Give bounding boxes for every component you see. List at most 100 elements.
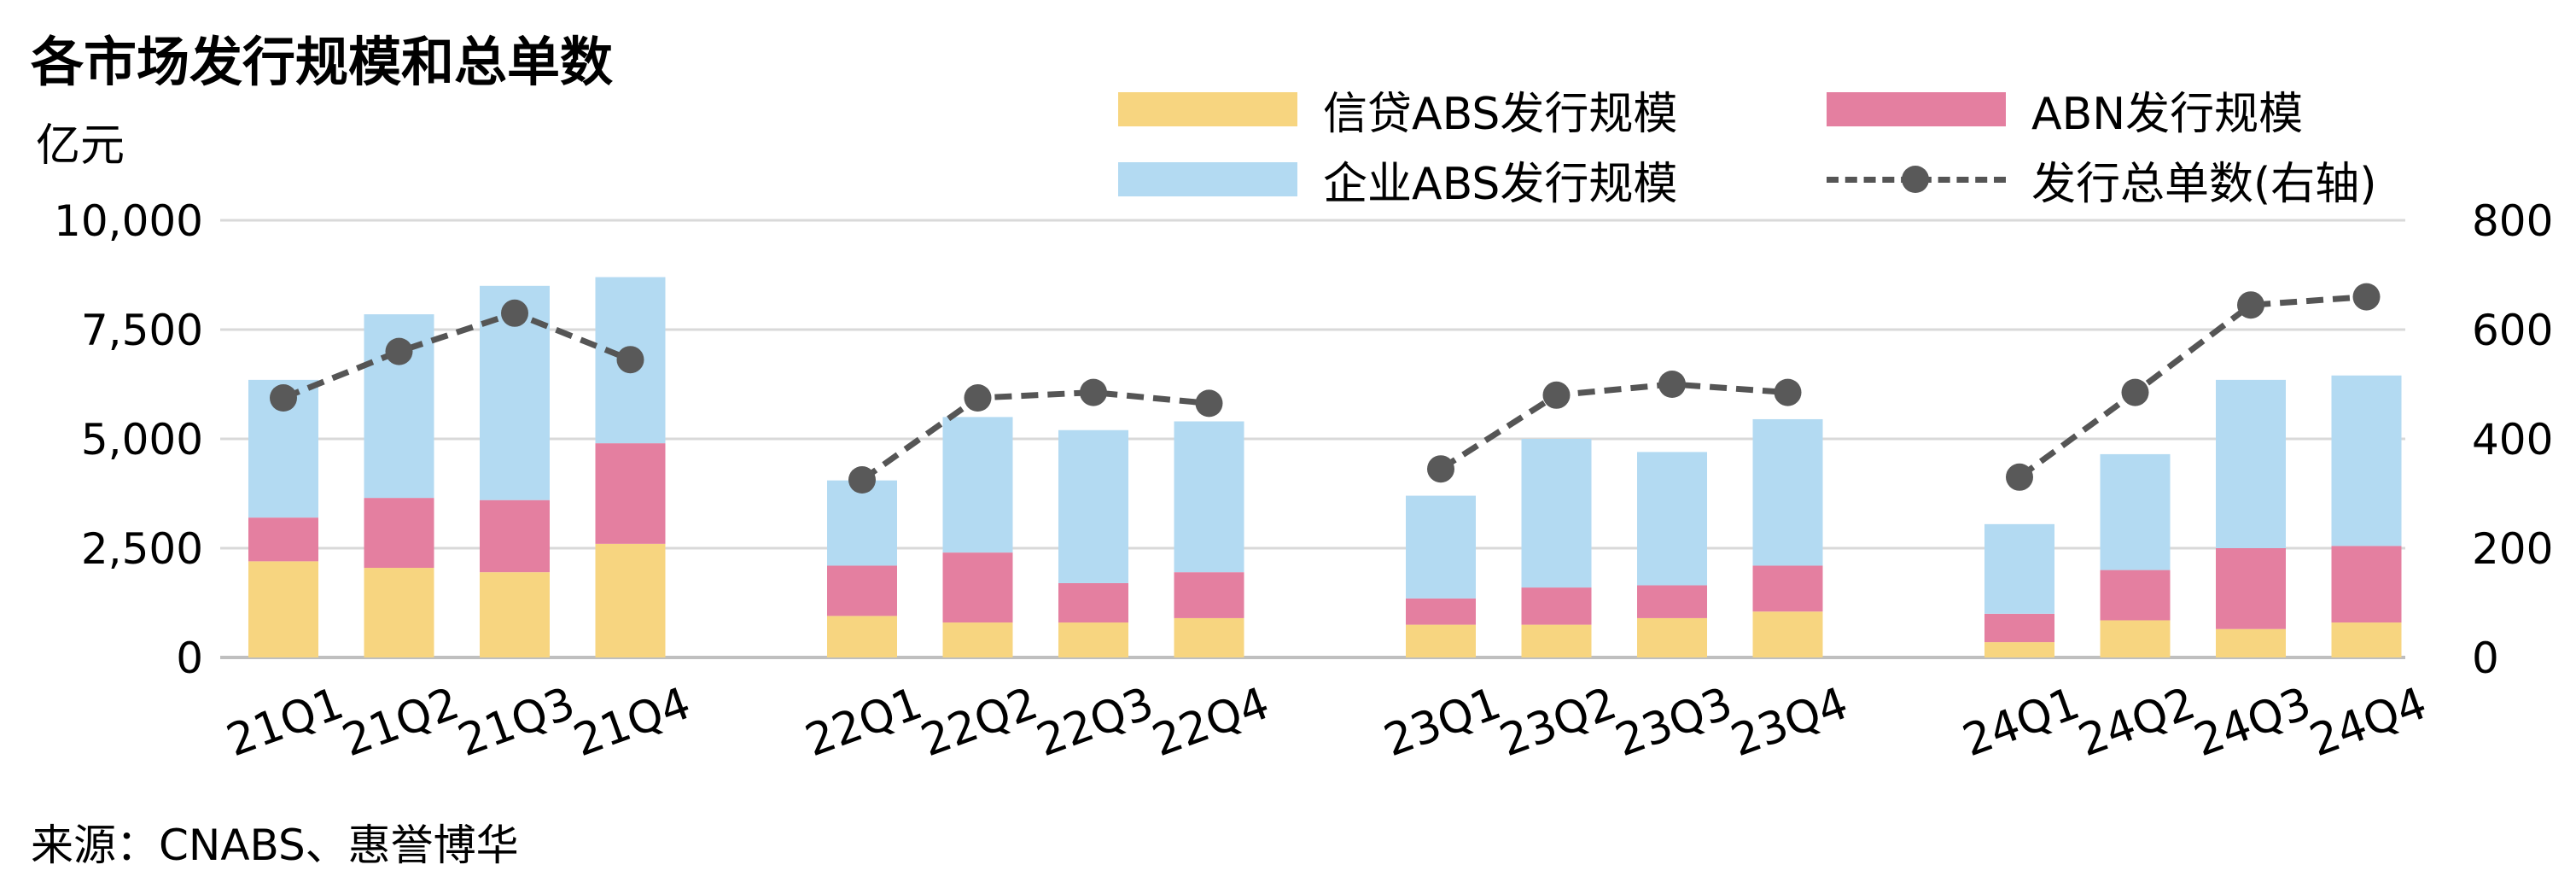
bar-abn xyxy=(1406,598,1476,625)
point-total-count xyxy=(1658,371,1686,398)
y-axis-tick-label: 10,000 xyxy=(54,196,203,246)
bar-corp-abs xyxy=(827,480,897,566)
bar-abn xyxy=(1521,587,1592,625)
bar-abn xyxy=(1174,572,1244,618)
x-axis-tick-label: 22Q3 xyxy=(1030,678,1160,767)
point-total-count xyxy=(2352,283,2381,311)
y-axis-tick-label: 7,500 xyxy=(81,306,203,355)
point-total-count xyxy=(1427,455,1454,483)
bar-corp-abs xyxy=(1521,439,1592,588)
bar-credit-abs xyxy=(480,572,550,657)
bar-abn xyxy=(942,552,1013,623)
legend-swatch-corp-abs xyxy=(1118,162,1297,196)
x-axis-tick-label: 22Q1 xyxy=(799,678,929,767)
line-total-count-segment xyxy=(2017,294,2367,480)
bar-credit-abs xyxy=(1058,622,1128,657)
x-axis-tick-label: 23Q3 xyxy=(1609,678,1739,767)
line-total-count-segment xyxy=(1439,381,1788,472)
bar-abn xyxy=(2331,546,2402,623)
bar-credit-abs xyxy=(364,568,434,657)
y2-axis-tick-label: 600 xyxy=(2472,306,2553,355)
legend-item-credit-abs: 信贷ABS发行规模 xyxy=(1118,84,1677,140)
x-axis-tick-label: 23Q4 xyxy=(1725,678,1855,767)
x-axis-tick-label: 23Q2 xyxy=(1494,678,1623,767)
line-total-count-segment xyxy=(860,389,1209,482)
y-axis-tick-label: 2,500 xyxy=(81,524,203,574)
x-axis-tick-label: 24Q2 xyxy=(2072,678,2202,767)
bar-corp-abs xyxy=(942,417,1013,553)
bar-corp-abs xyxy=(1984,523,2054,614)
point-total-count xyxy=(270,384,297,412)
bar-corp-abs xyxy=(1174,421,1244,573)
bar-abn xyxy=(595,443,666,544)
x-axis-tick-label: 23Q1 xyxy=(1378,678,1507,767)
bar-credit-abs xyxy=(1406,624,1476,657)
bar-corp-abs xyxy=(1752,418,1823,566)
x-axis-tick-label: 21Q2 xyxy=(336,678,466,767)
x-axis-tick-label: 21Q3 xyxy=(452,678,581,767)
legend-line-marker-icon xyxy=(1827,162,2006,196)
bar-abn xyxy=(364,498,434,569)
bar-corp-abs xyxy=(2216,379,2286,548)
bar-corp-abs xyxy=(2331,375,2402,546)
y-axis-tick-label: 0 xyxy=(176,634,203,683)
legend-label-abn: ABN发行规模 xyxy=(2031,88,2304,140)
x-axis-tick-label: 21Q4 xyxy=(568,678,697,767)
point-total-count xyxy=(964,384,992,412)
bar-credit-abs xyxy=(1637,617,1707,657)
y2-axis-tick-label: 800 xyxy=(2472,196,2553,246)
bar-credit-abs xyxy=(1984,642,2054,657)
bar-abn xyxy=(827,565,897,616)
x-axis-tick-label: 24Q3 xyxy=(2188,678,2317,767)
point-total-count xyxy=(616,346,644,374)
point-total-count xyxy=(848,466,876,494)
point-total-count xyxy=(385,337,413,365)
chart-title: 各市场发行规模和总单数 xyxy=(31,31,614,93)
point-total-count xyxy=(1080,378,1107,406)
point-total-count xyxy=(501,299,528,327)
y-axis-tick-label: 5,000 xyxy=(81,415,203,464)
point-total-count xyxy=(2237,291,2264,319)
bar-abn xyxy=(2216,548,2286,629)
bar-abn xyxy=(2100,570,2171,621)
x-axis-tick-label: 22Q2 xyxy=(915,678,1045,767)
bar-abn xyxy=(480,500,550,573)
source-note: 来源：CNABS、惠誉博华 xyxy=(31,821,519,870)
line-total-count-segment xyxy=(282,310,632,401)
bar-credit-abs xyxy=(1174,617,1244,657)
bar-credit-abs xyxy=(2216,628,2286,657)
y-axis-unit-label: 亿元 xyxy=(36,120,125,172)
bar-corp-abs xyxy=(1637,452,1707,586)
legend-swatch-abn xyxy=(1827,92,2006,126)
bar-abn xyxy=(1984,613,2054,643)
bar-corp-abs xyxy=(1406,495,1476,599)
y2-axis-tick-label: 400 xyxy=(2472,415,2553,464)
legend-label-corp-abs: 企业ABS发行规模 xyxy=(1323,158,1678,210)
x-axis-tick-label: 24Q1 xyxy=(1956,678,2086,767)
bar-corp-abs xyxy=(2100,453,2171,570)
legend-label-credit-abs: 信贷ABS发行规模 xyxy=(1323,88,1678,140)
x-axis-tick-label: 21Q1 xyxy=(220,678,350,767)
x-axis-tick-label: 22Q4 xyxy=(1146,678,1276,767)
bar-credit-abs xyxy=(827,616,897,657)
y2-axis-tick-label: 0 xyxy=(2472,634,2499,683)
x-axis-tick-label: 24Q4 xyxy=(2304,678,2433,767)
bar-credit-abs xyxy=(2100,620,2171,657)
legend-item-corp-abs: 企业ABS发行规模 xyxy=(1118,154,1677,210)
bar-credit-abs xyxy=(1752,611,1823,657)
bar-abn xyxy=(1637,585,1707,618)
legend-swatch-credit-abs xyxy=(1118,92,1297,126)
y2-axis-tick-label: 200 xyxy=(2472,524,2553,574)
bar-abn xyxy=(1752,565,1823,612)
bar-credit-abs xyxy=(248,561,318,657)
legend-item-total-count: 发行总单数(右轴) xyxy=(1827,154,2377,210)
bar-abn xyxy=(248,517,318,562)
bar-credit-abs xyxy=(1521,624,1592,657)
point-total-count xyxy=(2121,378,2149,406)
legend-label-total-count: 发行总单数(右轴) xyxy=(2031,158,2377,210)
point-total-count xyxy=(2006,463,2033,491)
point-total-count xyxy=(1542,381,1571,409)
bar-corp-abs xyxy=(1058,429,1128,583)
bar-abn xyxy=(1058,582,1128,623)
